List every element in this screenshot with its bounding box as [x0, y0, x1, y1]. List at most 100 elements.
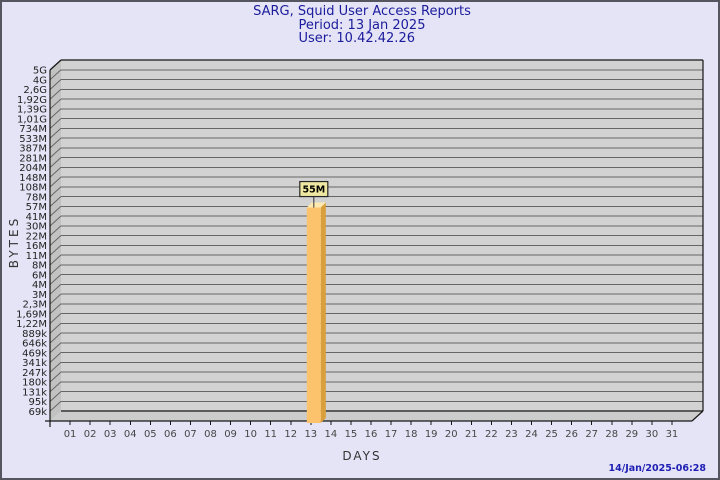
y-tick-label: 108M — [19, 183, 47, 194]
y-tick-label: 22M — [26, 231, 47, 242]
floor-3d — [50, 411, 703, 421]
gridline-wall — [49, 88, 62, 100]
gridline-wall — [49, 205, 62, 217]
gridline-wall — [49, 352, 62, 363]
report-user: User: 10.42.42.26 — [298, 31, 415, 46]
y-tick-label: 131k — [22, 387, 47, 398]
gridline-wall — [49, 137, 62, 149]
x-tick-label: 20 — [445, 429, 458, 440]
y-tick-label: 469k — [22, 348, 47, 359]
gridline-wall — [49, 186, 62, 198]
y-tick-label: 2,3M — [22, 300, 47, 311]
x-axis-title: DAYS — [342, 449, 382, 463]
y-tick-label: 16M — [26, 241, 47, 252]
y-tick-label: 1,92G — [17, 95, 47, 106]
gridline-wall — [49, 391, 62, 402]
gridline-wall — [49, 69, 62, 81]
x-tick-label: 29 — [625, 429, 638, 440]
gridline-wall — [49, 127, 62, 139]
y-tick-label: 6M — [32, 270, 47, 281]
x-tick-label: 23 — [505, 429, 518, 440]
gridline-wall — [49, 108, 62, 120]
axis-edge — [691, 410, 704, 422]
axis-edge — [49, 59, 62, 71]
y-tick-label: 11M — [26, 251, 47, 262]
x-tick-label: 28 — [605, 429, 618, 440]
gridline-wall — [49, 157, 62, 168]
y-tick-label: 78M — [26, 192, 47, 203]
y-tick-label: 889k — [22, 329, 47, 340]
x-tick-label: 27 — [585, 429, 598, 440]
gridline-wall — [49, 293, 62, 305]
y-tick-label: 1,01G — [17, 114, 47, 125]
y-tick-label: 1,69M — [16, 309, 47, 320]
bar-value-label: 55M — [302, 185, 325, 196]
y-tick-label: 646k — [22, 339, 47, 350]
bar-top-face — [306, 202, 326, 208]
report-period: Period: 13 Jan 2025 — [298, 17, 426, 33]
gridline-wall — [49, 264, 62, 276]
gridline-wall — [49, 283, 62, 295]
x-tick-label: 05 — [144, 429, 157, 440]
gridline-wall — [49, 215, 62, 227]
gridline-wall — [49, 400, 62, 412]
y-tick-label: 1,22M — [16, 319, 47, 330]
gridline-wall — [49, 342, 62, 354]
x-tick-label: 04 — [124, 429, 137, 440]
generation-timestamp: 14/Jan/2025-06:28 — [608, 463, 707, 474]
x-tick-label: 26 — [565, 429, 578, 440]
y-tick-label: 95k — [28, 397, 47, 408]
y-tick-label: 734M — [19, 124, 47, 135]
y-tick-label: 247k — [22, 368, 47, 379]
gridline-wall — [49, 361, 62, 373]
x-tick-label: 24 — [525, 429, 538, 440]
y-tick-label: 57M — [26, 202, 47, 213]
x-tick-label: 07 — [184, 429, 197, 440]
y-tick-label: 4G — [33, 75, 47, 86]
y-tick-label: 387M — [19, 144, 47, 155]
x-tick-label: 10 — [244, 429, 257, 440]
y-tick-label: 4M — [32, 280, 47, 291]
x-tick-label: 19 — [425, 429, 438, 440]
bar-side-face — [320, 202, 326, 423]
bar-value-box — [299, 180, 329, 198]
x-tick-label: 14 — [325, 429, 338, 440]
gridline-wall — [49, 332, 62, 344]
x-tick-label: 08 — [204, 429, 217, 440]
gridline-wall — [49, 313, 62, 324]
bar — [306, 207, 321, 423]
y-tick-label: 1,39G — [17, 105, 47, 116]
x-tick-label: 17 — [385, 429, 398, 440]
gridline-wall — [49, 254, 62, 266]
gridline-wall — [49, 303, 62, 315]
y-tick-label: 41M — [26, 212, 47, 223]
x-tick-label: 01 — [64, 429, 77, 440]
y-tick-label: 30M — [26, 222, 47, 233]
x-tick-label: 06 — [164, 429, 177, 440]
gridline-wall — [49, 79, 62, 90]
gridline-wall — [49, 371, 62, 383]
y-tick-label: 341k — [22, 358, 47, 369]
x-tick-label: 13 — [304, 429, 317, 440]
x-tick-label: 09 — [224, 429, 237, 440]
y-tick-label: 3M — [32, 290, 47, 301]
x-tick-label: 16 — [365, 429, 378, 440]
x-tick-label: 12 — [284, 429, 297, 440]
y-tick-label: 2,6G — [23, 85, 47, 96]
gridline-wall — [49, 118, 62, 129]
gridline-wall — [49, 235, 62, 246]
x-tick-label: 02 — [84, 429, 97, 440]
gridline-wall — [49, 244, 62, 256]
x-tick-label: 25 — [545, 429, 558, 440]
x-tick-label: 03 — [104, 429, 117, 440]
y-tick-label: 69k — [28, 407, 47, 418]
gridline-wall — [49, 176, 62, 188]
y-tick-label: 281M — [19, 153, 47, 164]
x-tick-label: 15 — [345, 429, 358, 440]
x-tick-label: 30 — [646, 429, 659, 440]
y-tick-label: 5G — [33, 66, 47, 77]
y-tick-label: 533M — [19, 134, 47, 145]
y-tick-label: 180k — [22, 378, 47, 389]
